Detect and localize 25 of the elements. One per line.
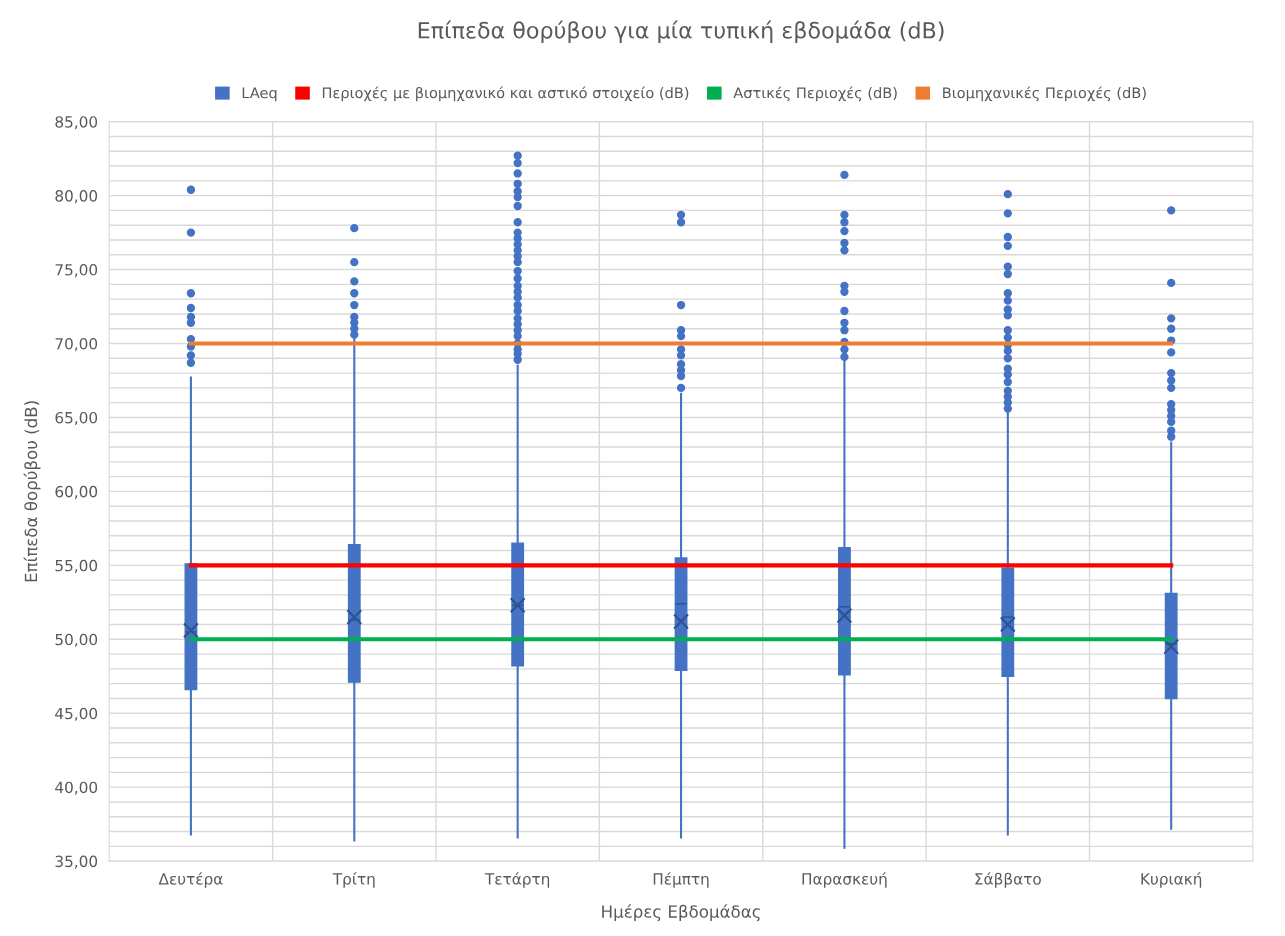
y-tick-label: 60,00 — [55, 485, 98, 499]
x-axis-title: Ημέρες Εβδομάδας — [602, 904, 760, 922]
legend-label: Βιομηχανικές Περιοχές (dB) — [943, 86, 1146, 102]
x-tick-label: Παρασκευή — [802, 872, 887, 888]
chart-title: Επίπεδα θορύβου για μία τυπική εβδομάδα (dB) — [418, 20, 944, 43]
legend-label: Περιοχές με βιομηχανικό και αστικό στοιχείο (dB) — [322, 86, 689, 102]
x-tick-label: Σάββατο — [975, 872, 1041, 888]
x-tick-label: Κυριακή — [1141, 872, 1202, 888]
y-tick-label: 85,00 — [55, 116, 98, 130]
x-tick-label: Πέμπτη — [653, 872, 709, 888]
x-tick-label: Τετάρτη — [484, 872, 550, 888]
y-tick-label: 40,00 — [55, 781, 98, 795]
y-tick-label: 45,00 — [55, 707, 98, 721]
y-tick-label: 70,00 — [55, 337, 98, 352]
legend-label: Αστικές Περιοχές (dB) — [733, 86, 897, 102]
x-tick-label: Τρίτη — [332, 872, 375, 888]
y-tick-label: 65,00 — [55, 411, 98, 426]
y-axis-title: Επίπεδα θορύβου (dB) — [23, 401, 41, 582]
y-tick-label: 75,00 — [55, 264, 98, 278]
y-tick-label: 80,00 — [55, 190, 98, 204]
legend-label: LAeq — [242, 87, 277, 102]
y-tick-label: 55,00 — [55, 559, 98, 573]
y-tick-label: 50,00 — [55, 633, 98, 647]
y-tick-label: 35,00 — [55, 855, 98, 869]
x-tick-label: Δευτέρα — [158, 872, 223, 888]
